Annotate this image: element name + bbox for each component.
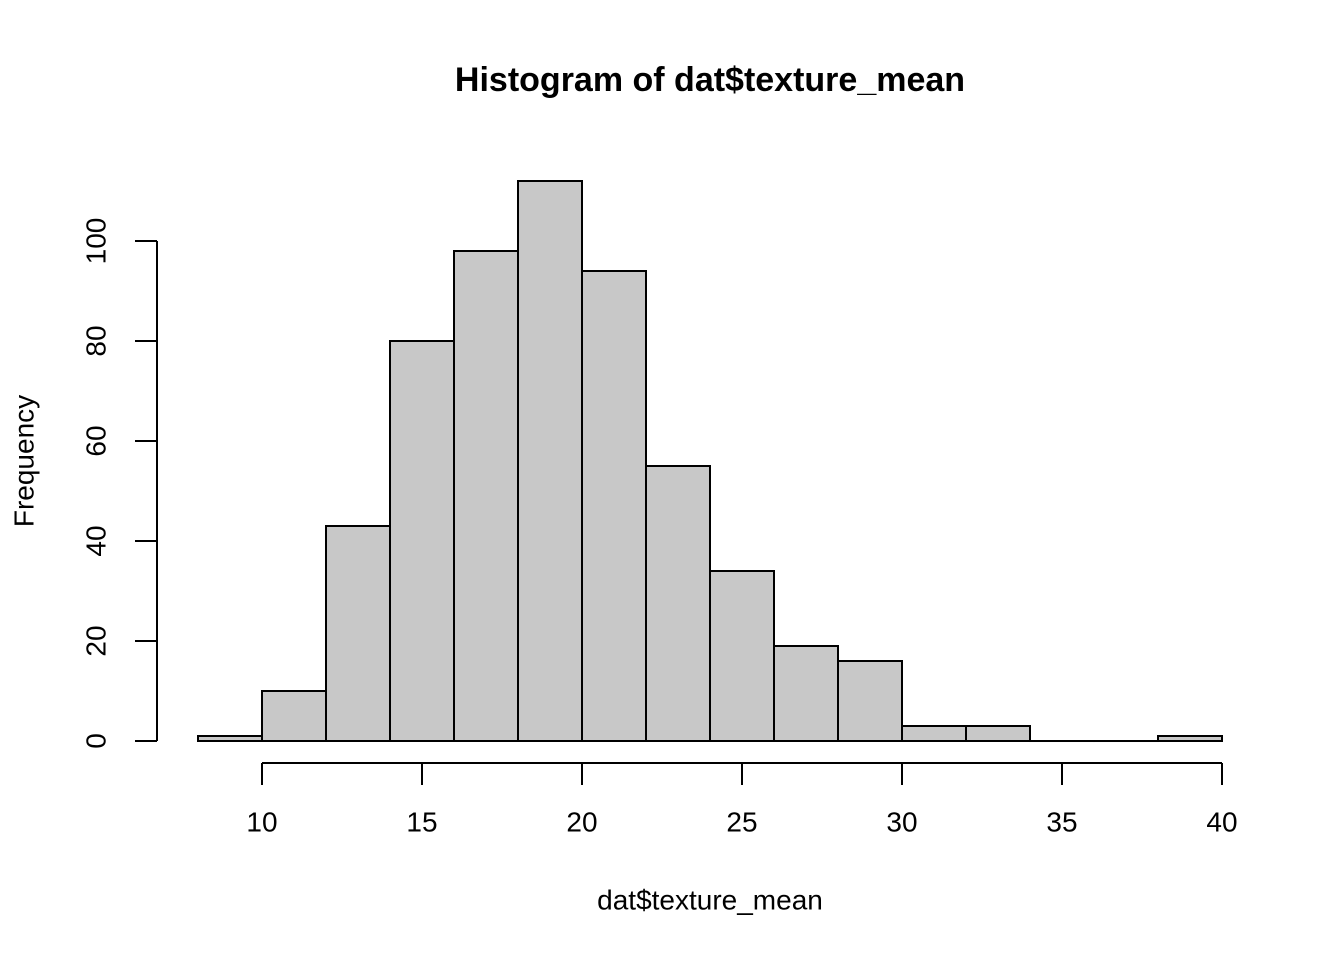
x-tick-label: 10	[246, 806, 277, 837]
y-tick-label: 20	[80, 625, 111, 656]
bar	[645, 465, 711, 742]
chart-title: Histogram of dat$texture_mean	[455, 61, 965, 99]
x-axis-label: dat$texture_mean	[597, 884, 823, 915]
x-tick-label: 20	[566, 806, 597, 837]
x-tick-label: 25	[726, 806, 757, 837]
y-tick-label: 80	[80, 325, 111, 356]
bar	[261, 690, 327, 742]
bar	[517, 180, 583, 742]
bar	[197, 735, 263, 742]
x-tick-label: 40	[1206, 806, 1237, 837]
bar	[965, 725, 1031, 742]
bar	[837, 660, 903, 742]
bar	[1157, 735, 1223, 742]
bar	[709, 570, 775, 742]
y-tick-label: 0	[80, 733, 111, 749]
y-tick-label: 60	[80, 425, 111, 456]
bar	[581, 270, 647, 742]
x-tick-label: 15	[406, 806, 437, 837]
y-axis-label: Frequency	[8, 395, 39, 527]
y-tick-label: 40	[80, 525, 111, 556]
bar	[389, 340, 455, 742]
bar	[773, 645, 839, 742]
x-tick-label: 35	[1046, 806, 1077, 837]
bar	[901, 725, 967, 742]
bar	[325, 525, 391, 742]
bar	[453, 250, 519, 742]
x-tick-label: 30	[886, 806, 917, 837]
y-tick-label: 100	[80, 218, 111, 265]
